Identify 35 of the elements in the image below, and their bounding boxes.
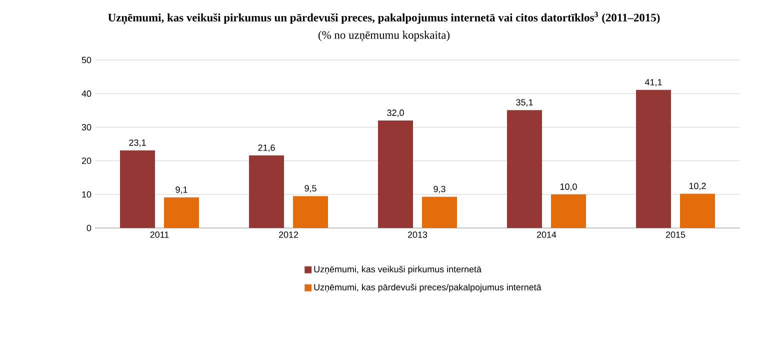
data-label: 10,2 — [689, 182, 706, 190]
legend-label: Uzņēmumi, kas veikuši pirkumus internetā — [314, 266, 482, 274]
y-tick-label: 20 — [82, 158, 92, 164]
bar — [422, 196, 458, 228]
x-tick-label: 2013 — [408, 232, 428, 238]
bar — [551, 194, 586, 228]
y-tick-label: 30 — [82, 124, 92, 130]
bar — [680, 194, 716, 228]
chart-title: Uzņēmumi, kas veikuši pirkumus un pārdevuši preces, pakalpojumus internetā vai citos datortīklos$^{3}$ (2011–2015) — [108, 12, 660, 24]
data-label: 35,1 — [516, 99, 533, 107]
bar — [120, 150, 156, 228]
data-label: 9,1 — [176, 186, 188, 194]
x-tick-label: 2015 — [666, 232, 686, 238]
y-tick-label: 40 — [82, 90, 92, 97]
data-label: 10,0 — [560, 183, 577, 191]
bar — [378, 120, 414, 228]
data-label: 21,6 — [258, 144, 275, 152]
data-label: 23,1 — [129, 139, 146, 147]
data-label: 9,5 — [304, 185, 316, 193]
x-tick-label: 2012 — [278, 232, 298, 238]
bar — [293, 196, 328, 228]
y-tick-label: 0 — [86, 224, 92, 232]
y-tick-label: 10 — [82, 191, 92, 198]
bar — [636, 90, 672, 228]
y-tick-label: 50 — [82, 56, 92, 64]
bar — [164, 197, 200, 228]
data-label: 41,1 — [644, 79, 662, 86]
bar — [249, 155, 284, 228]
x-tick-label: 2014 — [536, 232, 556, 238]
legend-label: Uzņēmumi, kas pārdevuši preces/pakalpojumus internetā — [314, 284, 542, 292]
bar — [507, 110, 542, 228]
data-label: 9,3 — [434, 186, 446, 194]
x-tick-label: 2011 — [150, 232, 169, 238]
chart-subtitle: (% no uzņēmumu kopskaita) — [318, 30, 450, 42]
data-label: 32,0 — [387, 110, 404, 117]
